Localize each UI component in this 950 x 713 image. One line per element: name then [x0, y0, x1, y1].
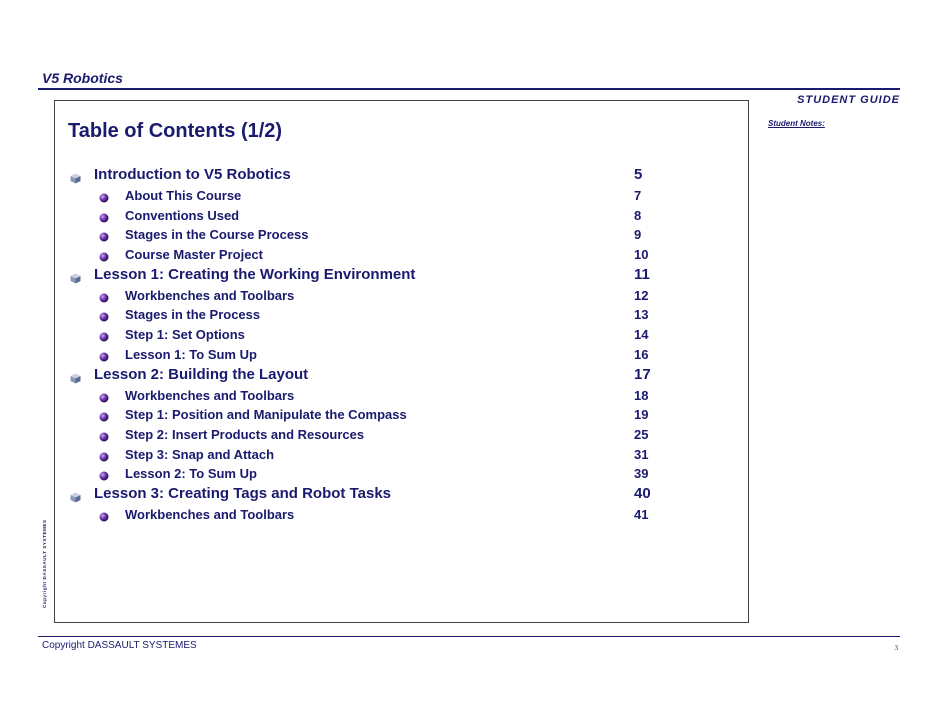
cube-bullet-icon: [70, 271, 81, 288]
sphere-bullet-icon: [99, 391, 109, 406]
toc-chapter-item[interactable]: Introduction to V5 Robotics 5: [68, 165, 668, 186]
student-notes-label: Student Notes:: [768, 119, 825, 128]
toc-entry-page: 31: [634, 446, 649, 462]
toc-chapter-item[interactable]: Lesson 3: Creating Tags and Robot Tasks 4…: [68, 484, 668, 505]
toc-entry-page: 9: [634, 227, 642, 243]
toc-section-item[interactable]: Workbenches and Toolbars 41: [68, 505, 668, 525]
toc-entry-page: 7: [634, 188, 642, 203]
toc-entry-label: Introduction to V5 Robotics: [94, 166, 291, 183]
toc-section-item[interactable]: Stages in the Course Process 9: [68, 225, 668, 245]
page-number: 3: [894, 644, 899, 652]
toc-section-item[interactable]: Lesson 2: To Sum Up 39: [68, 464, 668, 484]
toc-entry-label: About This Course: [125, 188, 242, 203]
toc-chapter-item[interactable]: Lesson 1: Creating the Working Environme…: [68, 265, 668, 286]
toc-title: Table of Contents (1/2): [68, 120, 283, 142]
toc-entry-page: 17: [634, 365, 651, 383]
toc-entry-label: Workbenches and Toolbars: [125, 287, 295, 303]
toc-entry-page: 25: [634, 426, 649, 442]
sphere-bullet-icon: [99, 430, 109, 445]
toc-entry-page: 5: [634, 166, 643, 183]
toc-entry-page: 8: [634, 207, 642, 223]
toc-section-item[interactable]: Lesson 1: To Sum Up 16: [68, 345, 668, 365]
toc-entry-label: Lesson 2: To Sum Up: [125, 466, 257, 482]
toc-section-item[interactable]: Stages in the Process 13: [68, 305, 668, 325]
toc-section-item[interactable]: Step 1: Position and Manipulate the Comp…: [68, 405, 668, 425]
sphere-bullet-icon: [99, 291, 109, 306]
sphere-bullet-icon: [99, 350, 109, 365]
header-rule: [38, 88, 900, 90]
sphere-bullet-icon: [99, 250, 109, 265]
toc-section-item[interactable]: About This Course 7: [68, 186, 668, 206]
toc-entry-label: Workbenches and Toolbars: [125, 506, 295, 522]
slide-content-frame: [54, 100, 749, 623]
cube-bullet-icon: [70, 171, 81, 188]
sphere-bullet-icon: [99, 211, 109, 226]
sphere-bullet-icon: [99, 410, 109, 425]
toc-entry-page: 18: [634, 387, 649, 403]
toc-entry-label: Lesson 1: Creating the Working Environme…: [94, 265, 416, 283]
toc-entry-page: 10: [634, 247, 649, 263]
toc-entry-page: 39: [634, 466, 649, 482]
sphere-bullet-icon: [99, 310, 109, 325]
toc-section-item[interactable]: Conventions Used 8: [68, 206, 668, 226]
toc-section-item[interactable]: Step 2: Insert Products and Resources 25: [68, 425, 668, 445]
sphere-bullet-icon: [99, 230, 109, 245]
toc-entry-label: Conventions Used: [125, 207, 240, 223]
toc-entry-page: 13: [634, 307, 649, 323]
toc-entry-page: 12: [634, 287, 649, 303]
document-title: V5 Robotics: [42, 70, 123, 86]
toc-section-item[interactable]: Workbenches and Toolbars 12: [68, 286, 668, 306]
toc-entry-label: Step 1: Position and Manipulate the Comp…: [125, 407, 407, 423]
sphere-bullet-icon: [99, 330, 109, 345]
toc-section-item[interactable]: Step 1: Set Options 14: [68, 325, 668, 345]
toc-entry-page: 40: [634, 484, 651, 502]
toc-entry-label: Lesson 2: Building the Layout: [94, 365, 309, 383]
toc-entry-label: Workbenches and Toolbars: [125, 387, 295, 403]
cube-bullet-icon: [70, 490, 81, 507]
student-guide-label: STUDENT GUIDE: [797, 94, 900, 106]
toc-entry-label: Stages in the Course Process: [125, 227, 309, 243]
side-copyright: Copyright DASSAULT SYSTEMES: [42, 519, 47, 608]
toc-chapter-item[interactable]: Lesson 2: Building the Layout 17: [68, 365, 668, 386]
toc-entry-page: 41: [634, 506, 649, 522]
toc-entry-label: Step 3: Snap and Attach: [125, 446, 275, 462]
toc-entry-label: Lesson 3: Creating Tags and Robot Tasks: [94, 484, 391, 502]
table-of-contents: Introduction to V5 Robotics 5 About This C…: [68, 165, 668, 525]
toc-entry-page: 19: [634, 407, 649, 423]
sphere-bullet-icon: [99, 191, 109, 206]
toc-entry-label: Step 1: Set Options: [125, 327, 245, 343]
toc-entry-label: Course Master Project: [125, 247, 263, 263]
toc-section-item[interactable]: Step 3: Snap and Attach 31: [68, 445, 668, 465]
footer-rule: [38, 636, 900, 637]
sphere-bullet-icon: [99, 510, 109, 525]
toc-entry-label: Step 2: Insert Products and Resources: [125, 426, 365, 442]
toc-section-item[interactable]: Course Master Project 10: [68, 245, 668, 265]
cube-bullet-icon: [70, 371, 81, 388]
sphere-bullet-icon: [99, 469, 109, 484]
footer-copyright: Copyright DASSAULT SYSTEMES: [42, 640, 197, 651]
toc-entry-page: 16: [634, 346, 649, 362]
toc-entry-label: Stages in the Process: [125, 307, 261, 323]
toc-entry-page: 14: [634, 327, 649, 343]
toc-entry-label: Lesson 1: To Sum Up: [125, 346, 257, 362]
toc-section-item[interactable]: Workbenches and Toolbars 18: [68, 386, 668, 406]
sphere-bullet-icon: [99, 450, 109, 465]
toc-entry-page: 11: [634, 265, 650, 283]
